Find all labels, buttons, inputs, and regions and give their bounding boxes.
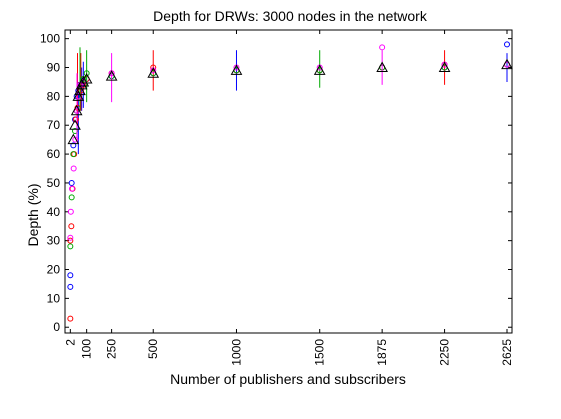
- y-tick-label: 90: [47, 61, 61, 75]
- data-point-circle: [70, 165, 77, 172]
- data-point-circle: [67, 315, 74, 322]
- y-tick-label: 0: [53, 320, 60, 334]
- data-point-triangle: [313, 64, 326, 75]
- data-point-circle: [67, 243, 74, 250]
- data-point-circle: [68, 179, 75, 186]
- data-point-triangle: [230, 64, 243, 75]
- x-tick-label: 100: [80, 339, 94, 359]
- data-point-triangle: [74, 84, 86, 96]
- data-point-triangle: [80, 73, 93, 84]
- x-tick-label: 2250: [438, 339, 452, 366]
- data-point-circle: [70, 151, 77, 158]
- data-point-circle: [67, 272, 74, 279]
- x-tick-label: 2: [63, 339, 77, 346]
- x-tick-label: 1000: [229, 339, 243, 366]
- data-point-circle: [379, 44, 386, 51]
- data-point-circle: [70, 142, 77, 149]
- y-tick-label: 70: [47, 118, 61, 132]
- data-point-circle: [504, 41, 510, 48]
- data-point-circle: [71, 128, 78, 134]
- data-point-triangle: [376, 61, 388, 73]
- data-point-triangle: [70, 104, 83, 116]
- y-tick-label: 60: [47, 147, 61, 161]
- y-tick-label: 100: [40, 32, 60, 46]
- x-tick-label: 1500: [313, 339, 327, 366]
- y-tick-label: 10: [47, 291, 61, 305]
- data-point-circle: [68, 223, 75, 230]
- x-axis-label: Number of publishers and subscribers: [170, 371, 406, 387]
- data-point-circle: [67, 237, 74, 244]
- y-tick-label: 50: [47, 176, 61, 190]
- data-point-triangle: [77, 75, 90, 87]
- data-point-triangle: [147, 67, 160, 78]
- data-point-triangle: [501, 58, 513, 70]
- x-tick-label: 250: [105, 339, 119, 359]
- x-tick-label: 2625: [500, 339, 514, 366]
- data-point-circle: [83, 70, 90, 77]
- y-tick-label: 20: [47, 263, 61, 277]
- data-marks: [67, 41, 513, 322]
- data-point-circle: [68, 194, 75, 201]
- plot-area: [64, 29, 513, 334]
- data-point-triangle: [438, 61, 451, 73]
- data-point-circle: [68, 185, 75, 192]
- chart-title: Depth for DRWs: 3000 nodes in the networ…: [153, 8, 428, 24]
- y-tick-label: 40: [47, 205, 61, 219]
- x-tick-label: 500: [146, 339, 160, 359]
- x-tick-label: 1875: [375, 339, 389, 366]
- data-point-circle: [67, 283, 74, 290]
- data-point-triangle: [67, 133, 80, 145]
- y-tick-label: 30: [47, 234, 61, 248]
- data-point-circle: [67, 208, 74, 215]
- data-point-triangle: [69, 119, 81, 130]
- data-point-triangle: [72, 90, 85, 101]
- data-point-circle: [150, 64, 157, 71]
- data-point-circle: [67, 234, 74, 241]
- data-point-circle: [72, 136, 79, 143]
- y-tick-label: 80: [47, 89, 61, 103]
- y-axis-label: Depth (%): [25, 183, 41, 246]
- data-point-triangle: [105, 70, 118, 81]
